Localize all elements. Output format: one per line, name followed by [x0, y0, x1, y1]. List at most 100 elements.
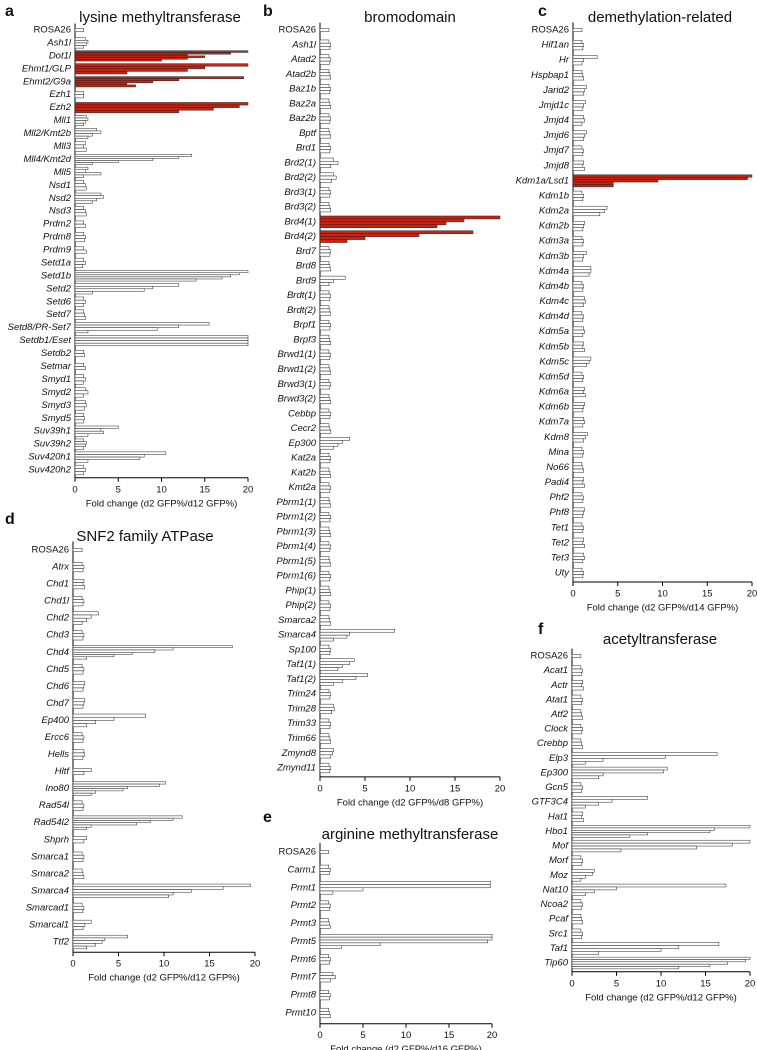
bar [319, 482, 330, 487]
bar [74, 76, 244, 79]
category-label: Clock [544, 724, 569, 735]
bar [571, 963, 711, 967]
bar [74, 270, 249, 274]
bar [319, 326, 331, 331]
x-tick-label: 15 [204, 959, 215, 970]
category-label: Pbrm1(3) [276, 526, 316, 537]
category-label: Setdb2 [41, 348, 72, 359]
bar [572, 181, 614, 185]
bar [572, 70, 583, 74]
bar [72, 670, 84, 675]
bar [572, 190, 583, 195]
bar [72, 851, 83, 856]
category-label: Jmjd6 [543, 130, 570, 141]
bar [572, 329, 585, 334]
bar [572, 61, 583, 66]
bar [74, 366, 86, 370]
bar [74, 403, 87, 408]
bar [319, 603, 332, 608]
bar [74, 246, 84, 251]
bar [571, 796, 648, 800]
bar [572, 296, 585, 301]
category-label: Prmt2 [291, 900, 317, 911]
bar [571, 920, 583, 925]
bar [571, 745, 583, 749]
category-label: Kat2b [291, 467, 316, 478]
bar [572, 205, 608, 210]
bar [319, 338, 331, 342]
bar [319, 393, 330, 398]
bar [72, 902, 83, 907]
bar [72, 790, 96, 794]
bar [319, 54, 330, 59]
bar [319, 769, 331, 774]
bar [319, 290, 330, 295]
x-axis-label: Fold change (d2 GFP%/d12 GFP%) [88, 973, 240, 984]
category-label: Taf1(2) [286, 674, 316, 685]
bar [571, 799, 613, 803]
bar [72, 548, 83, 552]
category-label: Zmynd11 [276, 763, 316, 774]
category-label: Baz2a [289, 98, 316, 109]
bar [74, 220, 84, 225]
bar [319, 69, 330, 73]
bar [72, 698, 86, 703]
bar [72, 738, 84, 743]
bar [72, 940, 103, 944]
panel-title: demethylation-related [588, 9, 732, 26]
x-tick-label: 10 [657, 589, 668, 600]
bar [72, 871, 84, 876]
bar [572, 148, 584, 153]
bar [572, 145, 583, 150]
category-label: Setd6 [46, 296, 72, 307]
bar [72, 614, 92, 619]
category-label: Setdb1/Eset [19, 335, 71, 346]
x-tick-label: 5 [614, 978, 619, 989]
bar [319, 98, 330, 103]
bar [571, 683, 583, 688]
category-label: Pbrm1(1) [276, 497, 316, 508]
bar [319, 39, 330, 44]
bar [74, 299, 86, 304]
bar [319, 437, 350, 441]
bar [74, 274, 231, 278]
x-tick-label: 10 [405, 783, 416, 794]
bar [319, 718, 330, 723]
bar [572, 544, 585, 548]
bar [572, 115, 584, 120]
bar [572, 287, 584, 292]
bar [72, 854, 85, 859]
category-label: Actr [550, 680, 569, 691]
category-label: Kdm7a [539, 417, 569, 428]
bar [571, 966, 680, 970]
x-tick-label: 5 [116, 484, 121, 495]
bar [74, 53, 188, 57]
bar [74, 468, 86, 472]
x-axis-label: Fold change (d2 GFP%/d8 GFP%) [337, 797, 483, 808]
bar [572, 103, 584, 108]
category-label: Suv39h1 [33, 426, 71, 437]
bar [571, 855, 582, 860]
bar [74, 55, 205, 58]
bar [319, 134, 332, 139]
bar [572, 194, 584, 198]
panel-letter: f [538, 621, 544, 638]
panel-title: acetyltransferase [603, 631, 717, 648]
bar [74, 153, 193, 157]
bar [571, 832, 648, 836]
bar [74, 413, 84, 417]
bar [572, 465, 584, 470]
bar [572, 363, 587, 367]
bar [74, 312, 85, 317]
bar [319, 149, 331, 154]
category-label: Ehmt1/GLP [22, 63, 72, 74]
bar [72, 839, 85, 844]
category-label: Brd9 [296, 275, 317, 286]
bar [319, 236, 366, 240]
bar [74, 419, 84, 424]
bar [572, 498, 584, 503]
bar [319, 293, 332, 298]
bar [571, 892, 586, 897]
bar [319, 83, 330, 88]
bar [319, 452, 330, 457]
